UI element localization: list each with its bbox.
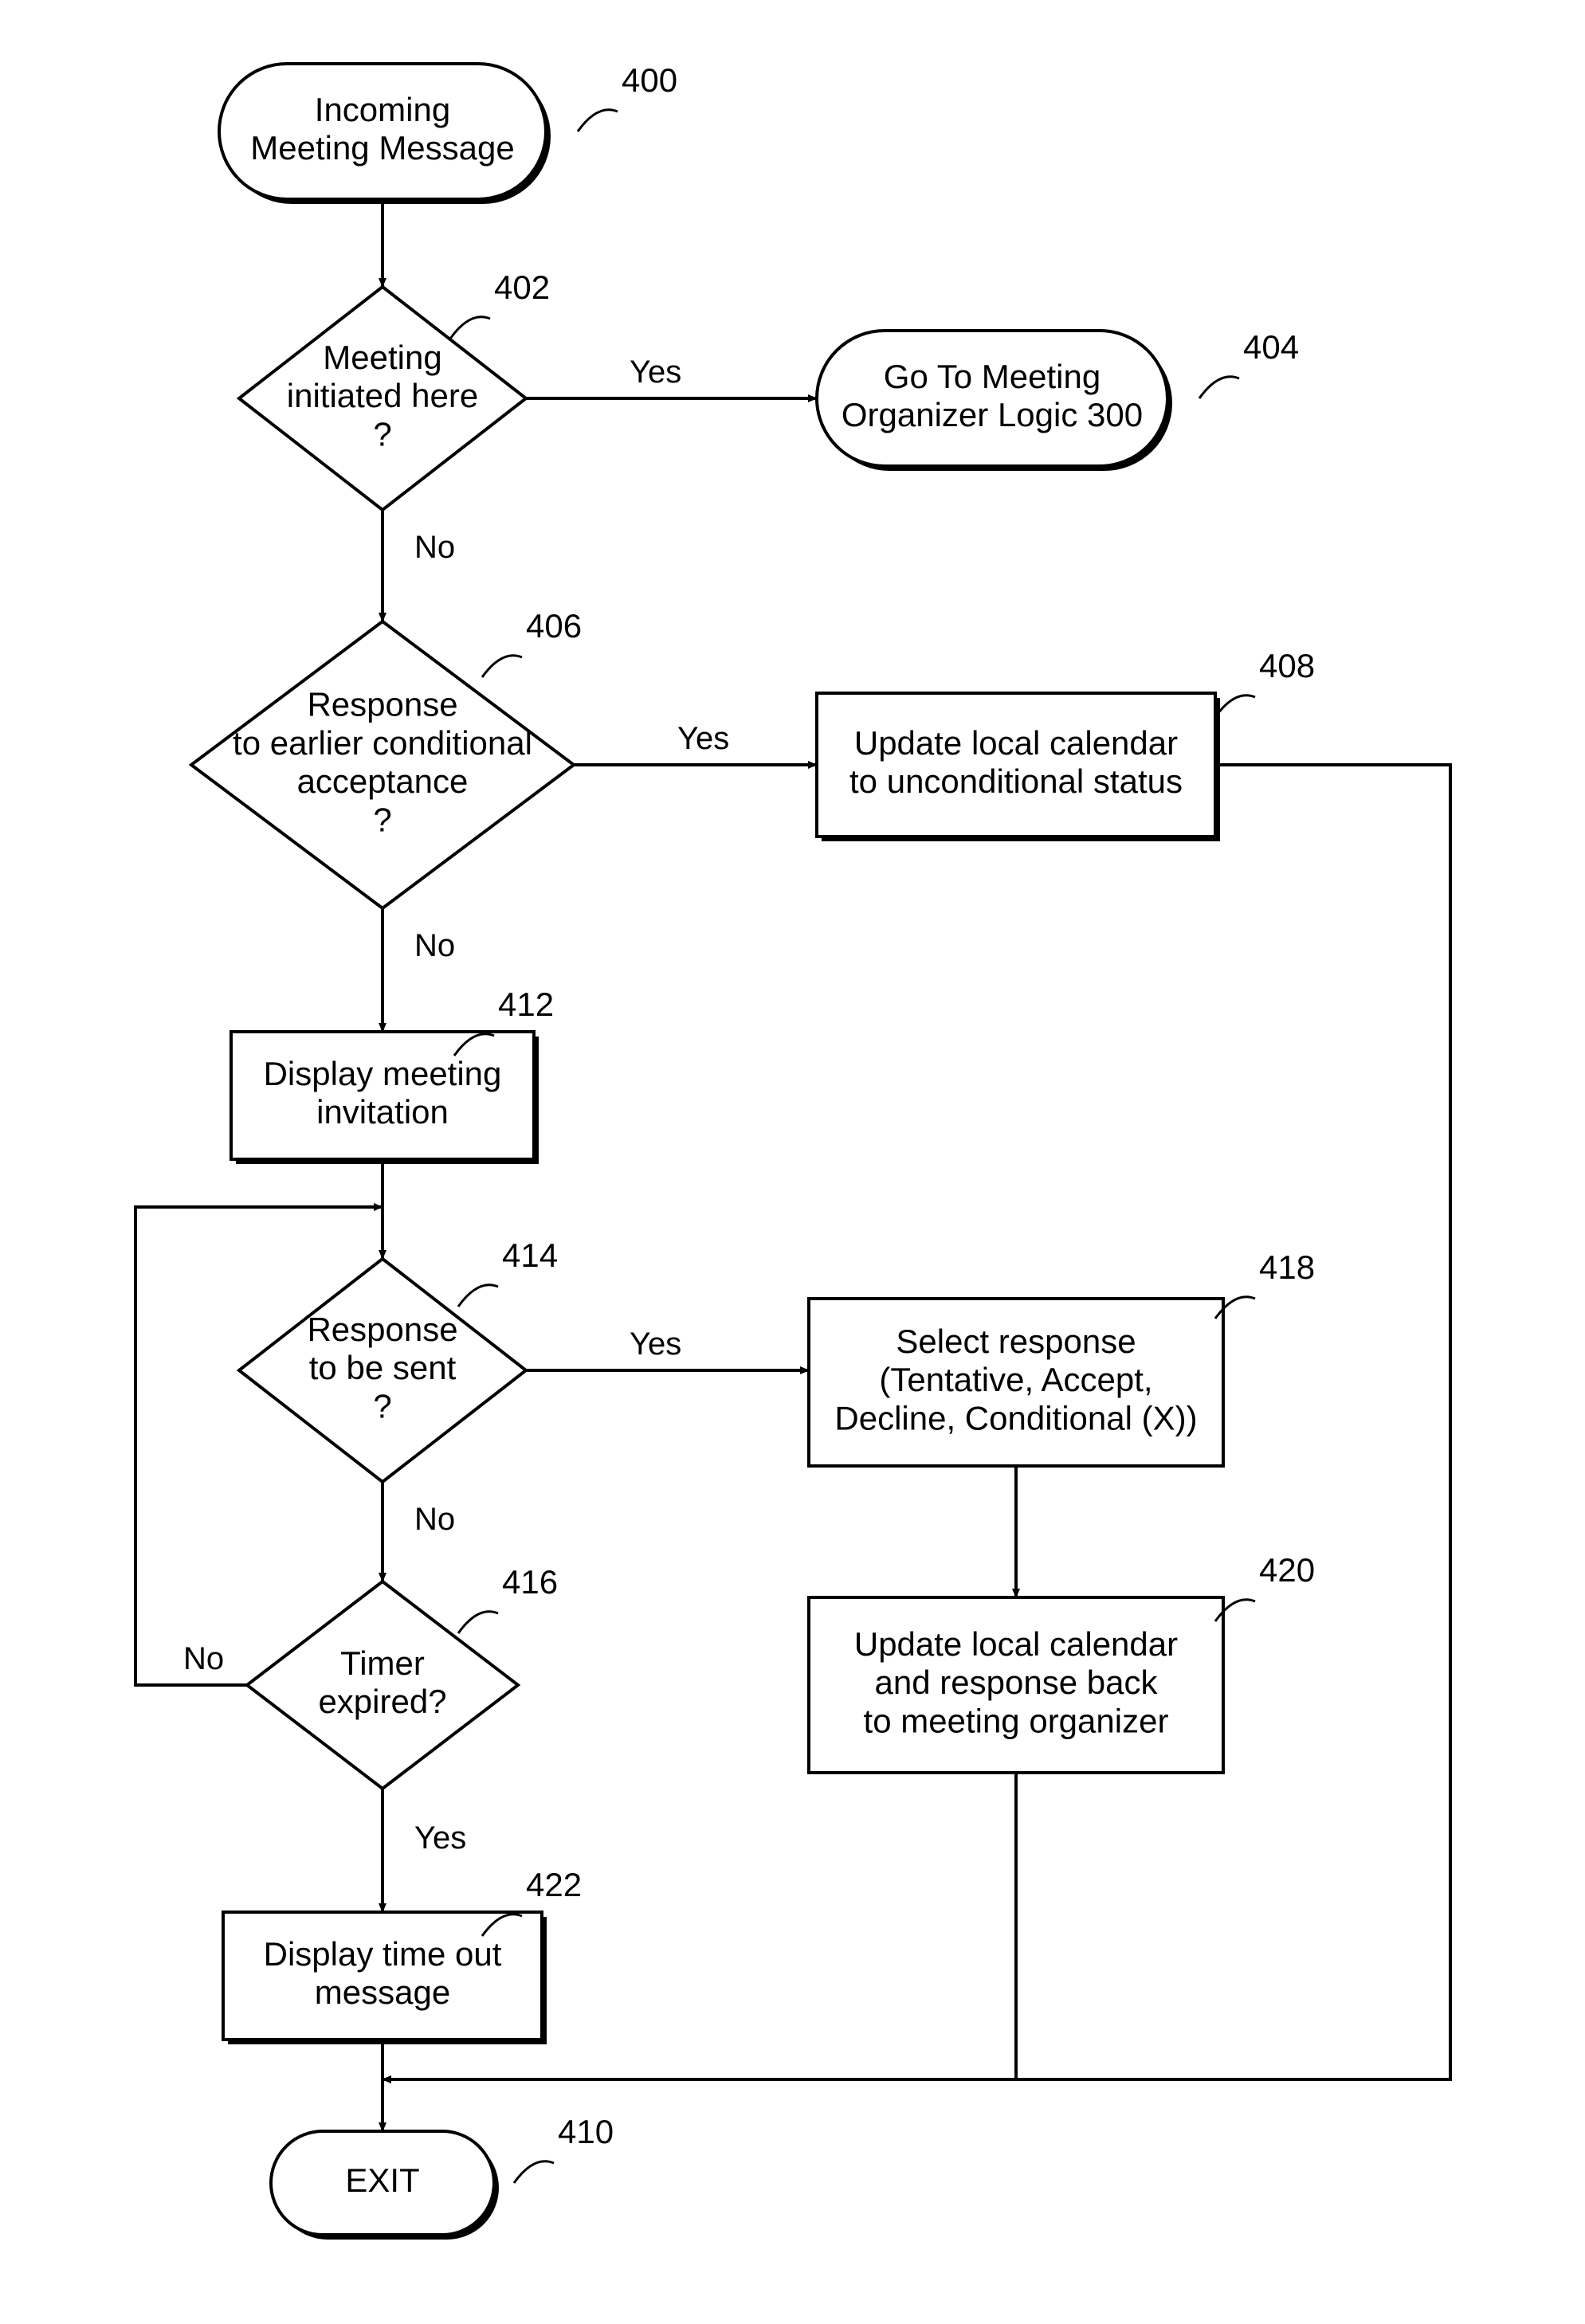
node-text: Decline, Conditional (X)) (834, 1399, 1197, 1436)
node-text: Update local calendar (854, 1625, 1178, 1663)
node-text: to unconditional status (849, 762, 1183, 800)
ref-label: 416 (502, 1563, 558, 1601)
ref-label: 422 (526, 1866, 582, 1903)
node-text: Incoming (315, 91, 450, 128)
ref-label: 402 (494, 268, 550, 306)
edge-label: No (414, 928, 455, 963)
node-text: acceptance (297, 762, 469, 800)
node-text: Organizer Logic 300 (842, 396, 1143, 433)
node-text: Go To Meeting (884, 358, 1100, 395)
node-text: and response back (875, 1664, 1159, 1701)
edge-label: No (414, 1502, 455, 1537)
node-text: to earlier conditional (233, 724, 532, 762)
edge-label: Yes (414, 1820, 466, 1856)
node-text: Response (307, 686, 457, 723)
ref-label: 408 (1259, 647, 1315, 684)
node-text: Display time out (264, 1935, 502, 1973)
ref-label: 404 (1243, 328, 1299, 366)
ref-label: 406 (526, 607, 582, 645)
node-text: Response (307, 1311, 457, 1348)
node-text: EXIT (345, 2161, 419, 2199)
edge-label: No (414, 530, 455, 565)
edge-label: Yes (677, 721, 729, 756)
node-text: expired? (318, 1683, 446, 1720)
node-text: Select response (896, 1323, 1136, 1360)
node-text: to meeting organizer (864, 1702, 1169, 1739)
flowchart-diagram: Yes No Yes No Yes No No Yes IncomingMeeting Mess… (0, 0, 1585, 2324)
ref-label: 412 (498, 986, 554, 1023)
edge-label: Yes (630, 355, 681, 390)
node-text: to be sent (309, 1349, 457, 1386)
node-text: Timer (340, 1644, 425, 1682)
node-text: ? (373, 801, 391, 839)
ref-label: 420 (1259, 1551, 1315, 1589)
node-text: ? (373, 415, 391, 453)
node-text: ? (373, 1387, 391, 1425)
ref-label: 400 (622, 61, 677, 99)
node-text: message (315, 1973, 450, 2011)
node-text: Meeting Message (250, 129, 515, 167)
ref-label: 410 (558, 2113, 614, 2150)
node-text: initiated here (287, 377, 479, 414)
node-text: Meeting (323, 339, 441, 376)
node-text: invitation (316, 1093, 449, 1131)
node-text: (Tentative, Accept, (879, 1361, 1152, 1398)
edge-label: No (183, 1641, 224, 1676)
node-text: Display meeting (264, 1055, 502, 1092)
edge-label: Yes (630, 1327, 681, 1362)
ref-label: 414 (502, 1236, 558, 1274)
node-text: Update local calendar (854, 724, 1178, 762)
ref-label: 418 (1259, 1248, 1315, 1286)
